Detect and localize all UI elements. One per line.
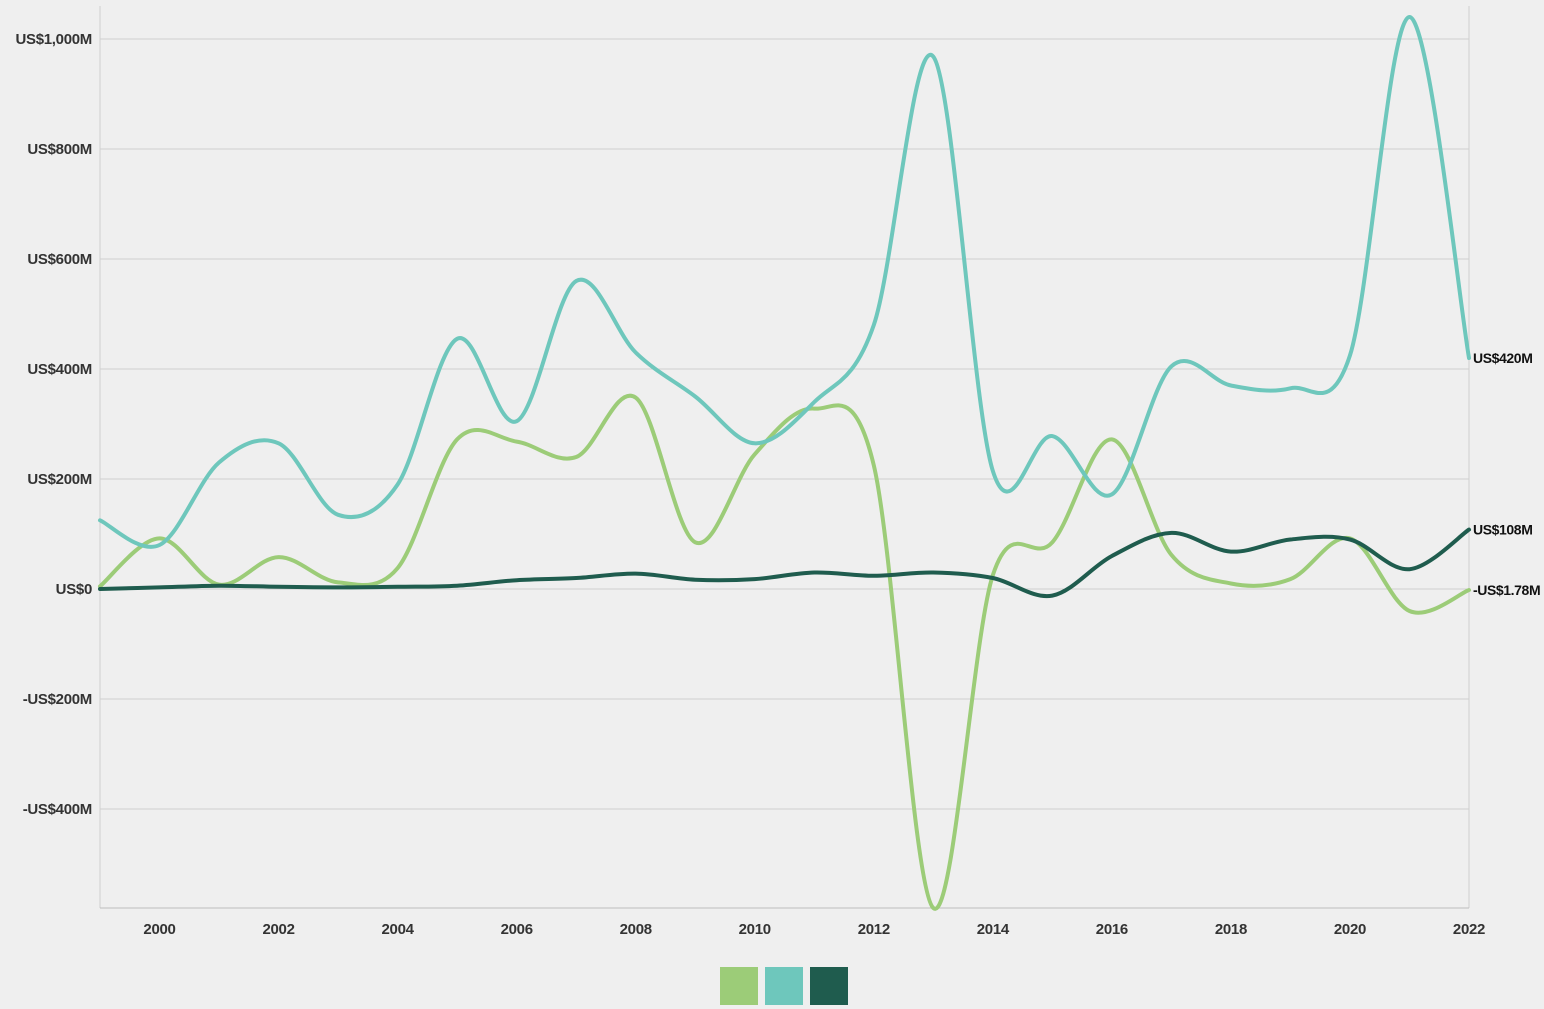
x-tick-label: 2000 bbox=[143, 921, 175, 938]
end-value-label-2: US$420M bbox=[1473, 350, 1532, 366]
series-line-1 bbox=[98, 393, 1471, 911]
gridlines bbox=[99, 6, 1470, 909]
series-line-3 bbox=[98, 527, 1471, 599]
x-tick-label: 2020 bbox=[1334, 921, 1366, 938]
y-tick-label: US$600M bbox=[27, 251, 92, 268]
end-value-label-1: -US$1.78M bbox=[1473, 582, 1540, 598]
legend bbox=[720, 967, 848, 1005]
x-tick-label: 2008 bbox=[620, 921, 652, 938]
x-tick-label: 2016 bbox=[1096, 921, 1128, 938]
series-lines bbox=[98, 14, 1471, 911]
y-tick-label: -US$400M bbox=[23, 801, 92, 818]
y-tick-label: US$800M bbox=[27, 141, 92, 158]
x-tick-label: 2010 bbox=[739, 921, 771, 938]
x-tick-label: 2004 bbox=[382, 921, 415, 938]
x-tick-label: 2012 bbox=[858, 921, 890, 938]
y-tick-label: -US$200M bbox=[23, 691, 92, 708]
y-tick-label: US$200M bbox=[27, 471, 92, 488]
series-line-2 bbox=[98, 14, 1471, 549]
legend-swatch-2 bbox=[765, 967, 803, 1005]
y-tick-label: US$1,000M bbox=[15, 31, 92, 48]
x-tick-label: 2014 bbox=[977, 921, 1010, 938]
legend-swatch-1 bbox=[720, 967, 758, 1005]
x-tick-label: 2018 bbox=[1215, 921, 1247, 938]
x-tick-label: 2022 bbox=[1453, 921, 1485, 938]
end-value-label-3: US$108M bbox=[1473, 522, 1532, 538]
end-labels: -US$1.78M US$420M US$108M bbox=[1473, 350, 1541, 598]
x-tick-label: 2006 bbox=[501, 921, 533, 938]
y-tick-label: US$400M bbox=[27, 361, 92, 378]
x-tick-label: 2002 bbox=[262, 921, 294, 938]
y-tick-label: US$0 bbox=[56, 581, 92, 598]
legend-swatch-3 bbox=[810, 967, 848, 1005]
axes: -US$400M -US$200M US$0 US$200M US$400M US$600… bbox=[15, 31, 1485, 938]
